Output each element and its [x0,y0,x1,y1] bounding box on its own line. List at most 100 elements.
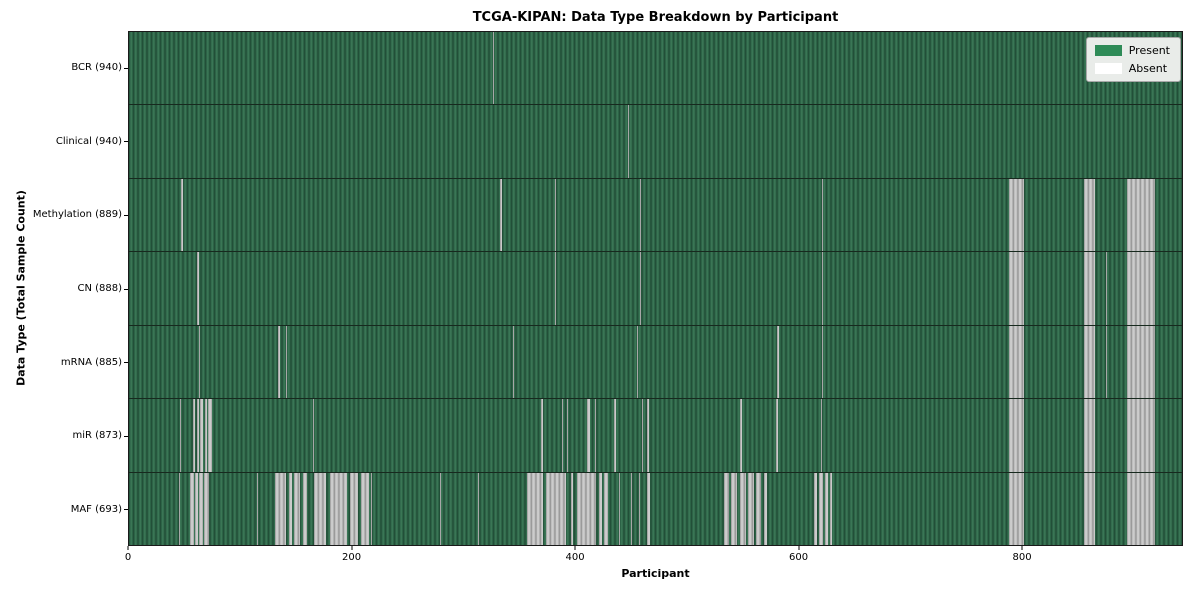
absent-stripe [200,399,203,472]
absent-stripe [567,399,569,472]
absent-stripe [203,472,210,545]
absent-stripe [500,178,502,252]
absent-stripe [723,472,730,545]
absent-stripe [540,399,543,472]
legend-item-absent: Absent [1094,62,1170,75]
x-tick-mark [574,546,576,550]
absent-stripe [349,472,358,545]
absent-stripe [1127,178,1156,252]
absent-stripe [361,472,369,545]
legend-item-present: Present [1094,44,1170,57]
y-tick-mark [124,178,128,252]
y-tick-mark [124,399,128,473]
absent-stripe [1009,325,1024,399]
y-tick-labels: BCR (940) Clinical (940) Methylation (889)… [0,31,122,546]
x-tick-label: 200 [341,552,362,563]
legend: Present Absent [1085,37,1181,82]
absent-stripe [179,472,181,545]
absent-stripe [1106,325,1108,399]
y-tick-label: Methylation (889) [32,209,122,221]
absent-stripe [1127,472,1156,545]
absent-stripe [638,472,640,545]
absent-stripe [1083,325,1095,399]
absent-stripe [777,325,780,399]
absent-stripe [1083,472,1095,545]
absent-stripe [820,399,822,472]
absent-stripe [604,472,608,545]
heatmap-row-mrna [129,325,1182,400]
absent-stripe [561,399,563,472]
x-tick-mark [351,546,353,550]
absent-stripe [555,178,557,252]
absent-stripe [829,472,832,545]
absent-stripe [1009,178,1024,252]
absent-stripe [577,472,597,545]
legend-label: Present [1128,44,1170,57]
absent-stripe [755,472,762,545]
x-tick-marks [127,546,1183,550]
absent-stripe [329,472,347,545]
absent-stripe [740,472,746,545]
absent-stripe [180,399,182,472]
absent-stripe [199,325,201,399]
absent-stripe [286,325,288,399]
absent-stripe [546,472,567,545]
absent-stripe [303,472,308,545]
x-tick-mark [127,546,129,550]
absent-stripe [194,472,199,545]
absent-stripe [598,472,602,545]
y-tick-mark [124,252,128,326]
absent-stripe [1009,252,1024,325]
absent-stripe [630,472,633,545]
absent-stripe [208,399,212,472]
absent-stripe [1009,399,1024,472]
absent-stripe [371,472,373,545]
absent-stripe [492,32,494,105]
absent-stripe [595,399,597,472]
y-tick-label: CN (888) [77,283,122,295]
absent-stripe [1083,399,1095,472]
x-tick-mark [1021,546,1023,550]
y-tick-mark [124,325,128,399]
absent-stripe [821,252,823,325]
y-tick-marks [124,31,128,546]
y-tick-label: mRNA (885) [60,356,122,368]
absent-stripe [204,399,208,472]
absent-stripe [740,399,743,472]
absent-stripe [199,472,203,545]
absent-stripe [627,105,629,178]
absent-stripe [275,472,287,545]
absent-stripe [555,252,557,325]
absent-stripe [527,472,543,545]
heatmap-row-cn [129,252,1182,326]
absent-stripe [512,325,514,399]
legend-swatch-absent [1094,63,1122,74]
x-tick-labels: 0 200 400 600 800 [125,552,1183,566]
absent-stripe [288,472,292,545]
y-tick-mark [124,105,128,179]
x-tick-label: 800 [1012,552,1032,563]
absent-stripe [731,472,737,545]
absent-stripe [313,399,315,472]
absent-stripe [748,472,754,545]
absent-stripe [314,472,327,545]
heatmap-row-clinical [129,105,1182,179]
legend-swatch-present [1094,45,1122,56]
absent-stripe [639,178,641,252]
absent-stripe [257,472,259,545]
absent-stripe [1083,178,1095,252]
heatmap-row-methylation [129,178,1182,253]
absent-stripe [775,399,779,472]
heatmap-row-mir [129,399,1182,473]
absent-stripe [1083,252,1095,325]
absent-stripe [646,472,650,545]
y-tick-mark [124,472,128,546]
absent-stripe [1127,252,1156,325]
absent-stripe [636,325,638,399]
y-tick-label: miR (873) [72,430,122,442]
absent-stripe [278,325,280,399]
absent-stripe [614,399,617,472]
plot-area [128,31,1183,546]
absent-stripe [819,472,823,545]
legend-label: Absent [1128,62,1168,75]
